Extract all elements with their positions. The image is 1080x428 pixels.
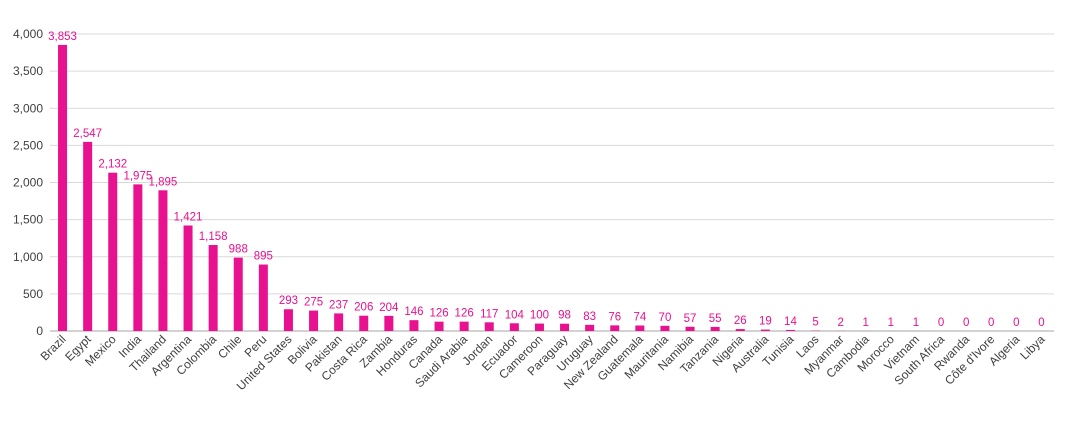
bar-mexico [108, 172, 118, 331]
data-label: 0 [938, 317, 944, 329]
data-label: 146 [404, 306, 423, 318]
y-tick-label: 2,500 [13, 138, 43, 152]
data-label: 237 [329, 299, 348, 311]
data-label: 1 [888, 317, 894, 329]
y-tick-label: 0 [36, 324, 43, 338]
bar-cameroon [534, 323, 544, 331]
bar-pakistan [334, 313, 344, 331]
data-label: 2,547 [73, 128, 102, 140]
bar-ecuador [509, 323, 519, 331]
y-tick-label: 1,500 [13, 213, 43, 227]
bar-guatemala [635, 325, 645, 331]
data-label: 293 [279, 295, 298, 307]
bars [58, 44, 921, 332]
data-label: 1,975 [123, 170, 152, 182]
data-label: 74 [633, 312, 646, 324]
bar-tanzania [710, 326, 720, 331]
y-tick-label: 2,000 [13, 176, 43, 190]
bar-nigeria [735, 329, 745, 331]
bar-canada [434, 321, 444, 331]
category-label: Libya [1017, 332, 1047, 362]
data-label: 0 [1013, 317, 1019, 329]
bar-honduras [409, 320, 419, 331]
y-tick-label: 4,000 [13, 27, 43, 41]
data-label: 2 [837, 317, 843, 329]
data-label: 206 [354, 302, 373, 314]
data-label: 895 [254, 251, 273, 263]
data-label: 0 [988, 317, 994, 329]
category-label: Chile [215, 332, 244, 361]
bar-mauritania [660, 325, 670, 331]
bar-tunisia [785, 329, 795, 331]
bar-thailand [158, 190, 168, 331]
bar-zambia [384, 315, 394, 331]
gridlines [50, 33, 1054, 332]
y-axis-tick-labels: 0 500 1,000 1,500 2,000 2,500 3,000 3,500 4,000 [13, 27, 43, 338]
bar-uruguay [585, 324, 595, 331]
bar-australia [760, 329, 770, 331]
data-label: 98 [558, 310, 571, 322]
data-label: 14 [784, 316, 797, 328]
bar-brazil [58, 44, 68, 332]
data-label: 1,421 [174, 211, 203, 223]
bar-colombia [208, 245, 218, 331]
data-label: 104 [505, 309, 525, 321]
bar-costa-rica [359, 315, 369, 331]
data-label: 117 [480, 308, 498, 320]
data-label: 1 [913, 317, 919, 329]
data-label: 100 [530, 310, 549, 322]
bar-united-states [283, 309, 293, 331]
data-label: 57 [684, 313, 697, 325]
data-label: 1,895 [149, 176, 178, 188]
bar-argentina [183, 225, 193, 331]
data-label: 70 [659, 312, 672, 324]
y-tick-label: 1,000 [13, 250, 43, 264]
data-label: 26 [734, 315, 747, 327]
data-label: 76 [608, 311, 621, 323]
data-label: 19 [759, 316, 772, 328]
bar-peru [258, 264, 268, 331]
bar-bolivia [309, 310, 319, 331]
data-label: 2,132 [98, 159, 127, 171]
data-label: 1 [863, 317, 869, 329]
y-tick-label: 500 [23, 287, 43, 301]
bar-saudi-arabia [459, 321, 469, 331]
bar-egypt [83, 141, 93, 331]
data-label: 0 [963, 317, 969, 329]
y-tick-label: 3,500 [13, 64, 43, 78]
data-label: 83 [583, 311, 596, 323]
bar-namibia [685, 326, 695, 331]
data-label: 204 [379, 302, 399, 314]
data-label: 126 [455, 308, 474, 320]
bar-jordan [484, 322, 494, 331]
data-label: 55 [709, 313, 722, 325]
bar-new-zealand [610, 325, 620, 331]
data-label: 3,853 [48, 31, 77, 43]
y-tick-label: 3,000 [13, 101, 43, 115]
data-label: 0 [1038, 317, 1044, 329]
data-label: 126 [429, 308, 448, 320]
bar-chile [233, 257, 243, 331]
data-label: 5 [812, 317, 818, 329]
bar-paraguay [560, 323, 570, 331]
data-label: 275 [304, 297, 323, 309]
x-axis-category-labels: BrazilEgyptMexicoIndiaThailandArgentinaC… [38, 332, 1048, 393]
bar-india [133, 184, 143, 331]
data-label: 988 [229, 244, 248, 256]
data-label: 1,158 [199, 231, 228, 243]
